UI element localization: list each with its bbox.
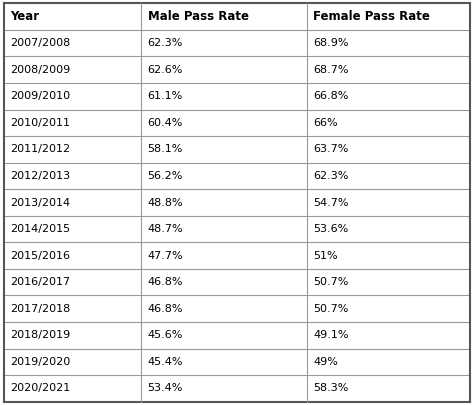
Text: 48.8%: 48.8% [147,198,183,207]
Text: 62.3%: 62.3% [313,171,348,181]
Text: Female Pass Rate: Female Pass Rate [313,10,430,23]
Text: 47.7%: 47.7% [147,251,183,261]
Text: 50.7%: 50.7% [313,304,348,314]
Text: 53.6%: 53.6% [313,224,348,234]
Text: 63.7%: 63.7% [313,144,348,154]
Text: 49%: 49% [313,357,338,367]
Text: 62.6%: 62.6% [147,65,183,75]
Text: 48.7%: 48.7% [147,224,183,234]
Text: 2012/2013: 2012/2013 [10,171,70,181]
Text: 46.8%: 46.8% [147,304,183,314]
Text: 2016/2017: 2016/2017 [10,277,70,287]
Text: 62.3%: 62.3% [147,38,183,48]
Text: 66.8%: 66.8% [313,91,348,101]
Text: 2007/2008: 2007/2008 [10,38,70,48]
Text: 2014/2015: 2014/2015 [10,224,70,234]
Text: 2011/2012: 2011/2012 [10,144,70,154]
Text: Year: Year [10,10,39,23]
Text: 2019/2020: 2019/2020 [10,357,70,367]
Text: 2017/2018: 2017/2018 [10,304,70,314]
Text: 2013/2014: 2013/2014 [10,198,70,207]
Text: 58.3%: 58.3% [313,384,348,394]
Text: 53.4%: 53.4% [147,384,183,394]
Text: 68.9%: 68.9% [313,38,348,48]
Text: 2018/2019: 2018/2019 [10,330,70,340]
Text: 54.7%: 54.7% [313,198,348,207]
Text: 68.7%: 68.7% [313,65,348,75]
Text: 50.7%: 50.7% [313,277,348,287]
Text: 2020/2021: 2020/2021 [10,384,70,394]
Text: 2009/2010: 2009/2010 [10,91,70,101]
Text: 58.1%: 58.1% [147,144,183,154]
Text: 46.8%: 46.8% [147,277,183,287]
Text: 45.6%: 45.6% [147,330,183,340]
Text: 2010/2011: 2010/2011 [10,118,70,128]
Text: 51%: 51% [313,251,338,261]
Text: 49.1%: 49.1% [313,330,348,340]
Text: 61.1%: 61.1% [147,91,183,101]
Text: 2008/2009: 2008/2009 [10,65,70,75]
Text: 45.4%: 45.4% [147,357,183,367]
Text: 56.2%: 56.2% [147,171,183,181]
Text: Male Pass Rate: Male Pass Rate [147,10,248,23]
Text: 66%: 66% [313,118,338,128]
Text: 2015/2016: 2015/2016 [10,251,70,261]
Text: 60.4%: 60.4% [147,118,183,128]
